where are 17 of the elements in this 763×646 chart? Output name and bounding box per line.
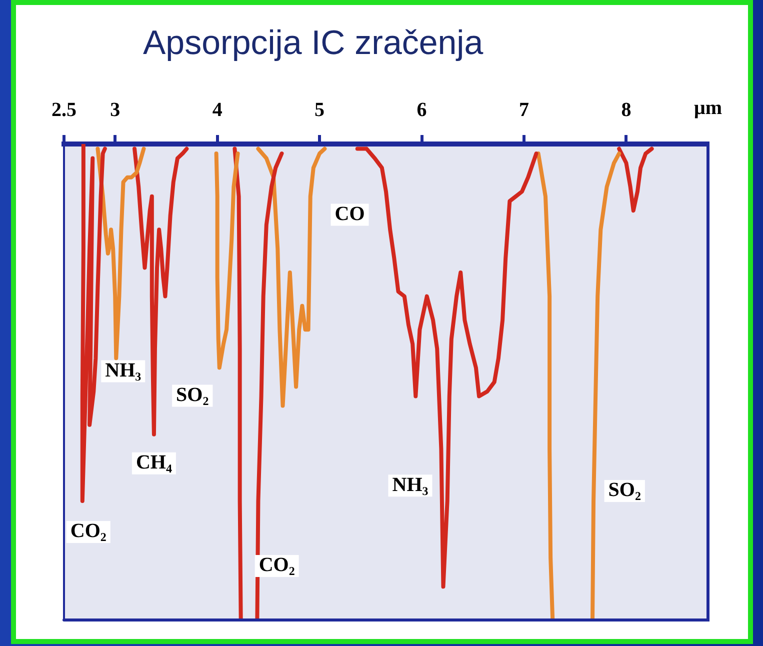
series-label: CO₂ <box>258 554 295 576</box>
chart-title: Apsorpcija IC zračenja <box>143 24 484 63</box>
series-label: CO <box>334 202 365 225</box>
x-tick-label: 5 <box>314 99 325 122</box>
x-tick-label: 7 <box>519 99 529 122</box>
series-label: SO₂ <box>608 479 641 502</box>
x-axis-title: μm <box>694 97 722 120</box>
x-tick-label: 4 <box>212 99 222 122</box>
series-label: NH₃ <box>105 359 142 382</box>
x-tick-label: 2.5 <box>52 99 76 122</box>
x-tick-label: 3 <box>110 99 120 122</box>
series-label: CH₄ <box>136 452 172 474</box>
x-tick-label: 6 <box>416 99 427 122</box>
x-tick-label: 8 <box>621 99 632 122</box>
series-label: CO₂ <box>70 520 106 542</box>
series-label: SO₂ <box>176 384 209 406</box>
series-label: NH₃ <box>392 474 428 496</box>
